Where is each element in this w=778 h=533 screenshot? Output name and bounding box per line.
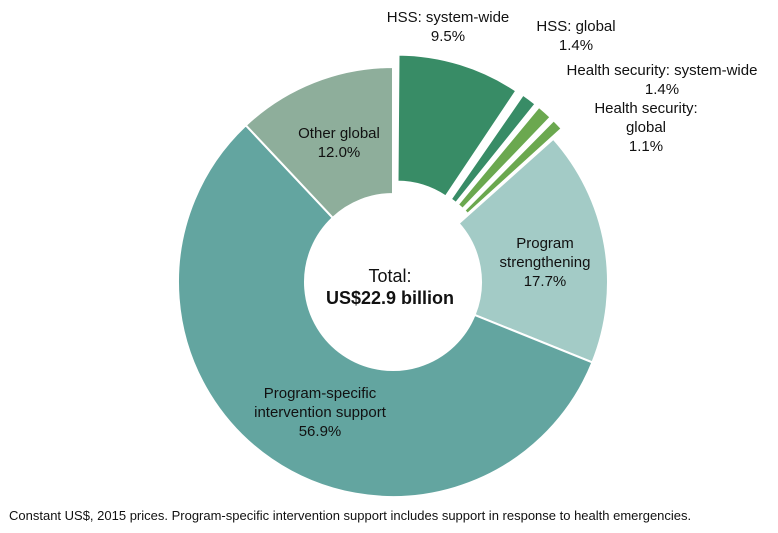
chart-footnote: Constant US$, 2015 prices. Program-speci… <box>9 508 692 523</box>
center-total-value: US$22.9 billion <box>326 288 454 308</box>
slice-health-security <box>462 118 564 216</box>
chart-slices <box>177 53 609 498</box>
slice-program-specific <box>177 123 594 498</box>
slice-label: HSS: system-wide 9.5% <box>387 9 510 45</box>
slice-label: Program strengthening 17.7% <box>500 235 591 290</box>
slice-other-global <box>244 65 394 220</box>
slice-program <box>457 137 609 364</box>
slice-label: Program-specific intervention support 56.9… <box>254 385 387 440</box>
slice-hss-system-wide <box>396 53 518 198</box>
slice-label: Other global 12.0% <box>298 125 380 161</box>
slice-hss-global <box>449 93 537 205</box>
slice-label: Health security: system-wide 1.4% <box>567 62 758 98</box>
chart-labels: HSS: system-wide 9.5% HSS: global 1.4% Healt… <box>254 9 757 440</box>
slice-label: HSS: global 1.4% <box>536 18 615 54</box>
center-total-label: Total: <box>368 266 411 286</box>
slice-label: Health security: global 1.1% <box>594 100 697 155</box>
slice-health-security-system-wide <box>456 105 552 211</box>
